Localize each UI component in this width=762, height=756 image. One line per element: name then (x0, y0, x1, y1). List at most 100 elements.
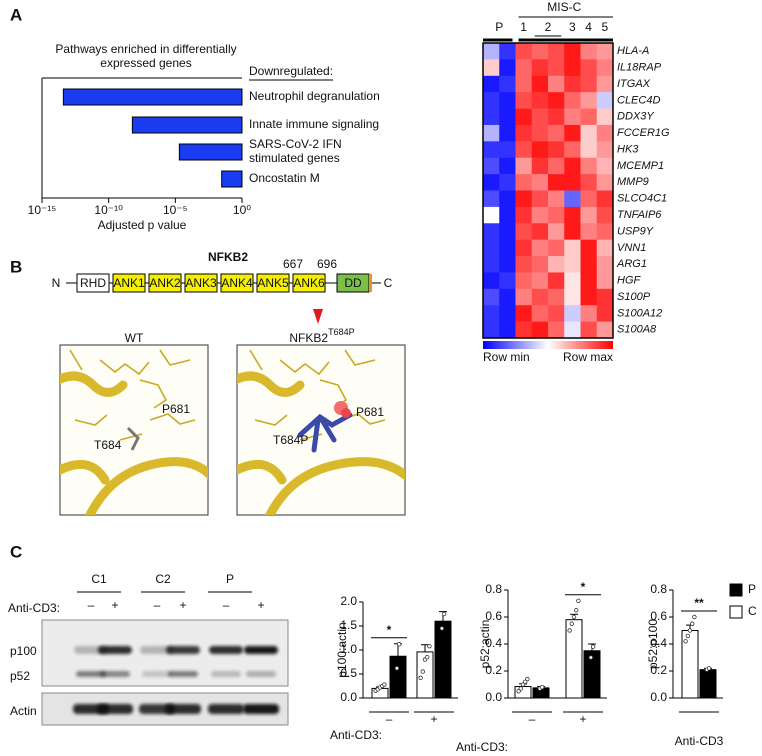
domain (184, 273, 218, 293)
heatmap-cell (596, 272, 614, 290)
heatmap-cell (580, 239, 598, 257)
mutation-marker (313, 309, 323, 324)
legend-label: C (748, 604, 757, 618)
heatmap-cell (548, 59, 565, 77)
heatmap-cell (596, 190, 614, 208)
row-label: HLA-A (617, 45, 649, 57)
domain-label: ANK6 (293, 276, 325, 290)
row-label: IL18RAP (617, 61, 662, 73)
heatmap-cell (531, 174, 549, 191)
heatmap-cell (596, 305, 614, 322)
heatmap-cell (531, 141, 549, 159)
heatmap-cell (564, 256, 581, 273)
data-point (439, 626, 445, 631)
row-label: ITGAX (617, 78, 651, 90)
heatmap-cell (499, 92, 516, 109)
heatmap-cell (548, 223, 565, 240)
domain (148, 273, 182, 293)
text-line: SARS-CoV-2 IFN (249, 137, 342, 151)
row-label: VNN1 (617, 242, 646, 254)
panel-label: C (10, 542, 22, 561)
treatment-sign: + (257, 598, 264, 612)
heatmap-cell (499, 141, 516, 159)
heatmap-cell (483, 305, 500, 322)
heatmap-cell (596, 75, 614, 93)
data-point (425, 655, 430, 660)
domain-label: ANK2 (149, 276, 181, 290)
band (142, 671, 172, 677)
heatmap-cell (596, 141, 614, 159)
data-point (692, 614, 697, 620)
bar (62, 88, 243, 106)
heatmap-cell (596, 124, 614, 142)
colorbar-label: Row max (563, 350, 613, 364)
text-line: Innate immune signaling (249, 117, 379, 131)
heatmap-cell (499, 59, 516, 77)
y-tick-label: 0.6 (485, 609, 502, 623)
data-point (420, 669, 425, 674)
structure-title: WT (125, 331, 144, 345)
chart-subtitle: Downregulated: (249, 64, 333, 78)
residue-label: T684P (273, 433, 308, 447)
lane-label: C1 (91, 572, 107, 586)
heatmap-frame (482, 42, 614, 339)
y-tick-label: 1.5 (340, 618, 357, 632)
heatmap-cell (531, 92, 549, 109)
x-tick-label: – (386, 712, 393, 726)
x-tick-label: + (430, 712, 437, 726)
heatmap-cell (531, 288, 549, 306)
legend-label: P (748, 582, 756, 596)
structure-frame (236, 344, 406, 516)
heatmap-cell (580, 59, 598, 77)
column-label: P (495, 20, 503, 34)
heatmap-cell (531, 272, 549, 290)
data-point (590, 644, 596, 649)
data-point (394, 666, 400, 671)
data-point (571, 614, 577, 620)
heatmap-cell (548, 256, 565, 273)
data-point (525, 676, 530, 682)
heatmap-cell (515, 256, 533, 273)
heatmap-cell (531, 305, 549, 322)
heatmap-cell (483, 288, 500, 306)
row-label: FCCER1G (617, 127, 670, 139)
structure-wt: WT P681 T684 (59, 331, 209, 516)
heatmap-cell (515, 108, 533, 126)
heatmap-cell (564, 141, 581, 159)
heatmap-cell (596, 321, 614, 339)
heatmap-cell (564, 174, 581, 191)
y-tick-label: 0.0 (340, 690, 357, 704)
data-point (569, 621, 574, 626)
data-point (523, 679, 528, 684)
residue-label: P681 (162, 402, 190, 416)
heatmap-cell (515, 288, 533, 306)
category-label: Innate immune signaling (249, 117, 379, 131)
heatmap-cell (499, 239, 516, 257)
text-line: Neutrophil degranulation (249, 89, 380, 103)
data-point (576, 598, 581, 603)
heatmap-cell (499, 190, 516, 208)
heatmap-cell (580, 305, 598, 322)
heatmap-cell (499, 305, 516, 322)
heatmap-cell (499, 321, 516, 339)
heatmap-cell (483, 108, 500, 126)
heatmap-cell (531, 59, 549, 77)
text-line: stimulated genes (249, 151, 340, 165)
panel-label: B (10, 257, 22, 276)
band (209, 646, 243, 654)
heatmap-cell (596, 157, 614, 175)
band (140, 646, 174, 654)
category-label: SARS-CoV-2 IFN stimulated genes (249, 137, 342, 165)
data-point (441, 611, 447, 617)
domain-label: ANK1 (113, 276, 145, 290)
bar (389, 655, 407, 699)
heatmap-cell (548, 124, 565, 142)
x-axis-label: Anti-CD3: (456, 740, 508, 754)
bar (178, 143, 243, 161)
heatmap-cell (515, 190, 533, 208)
text-line: expressed genes (100, 56, 191, 70)
heatmap-cell (499, 174, 516, 191)
heatmap-cell (548, 239, 565, 257)
y-tick-label: 0.2 (485, 663, 502, 677)
